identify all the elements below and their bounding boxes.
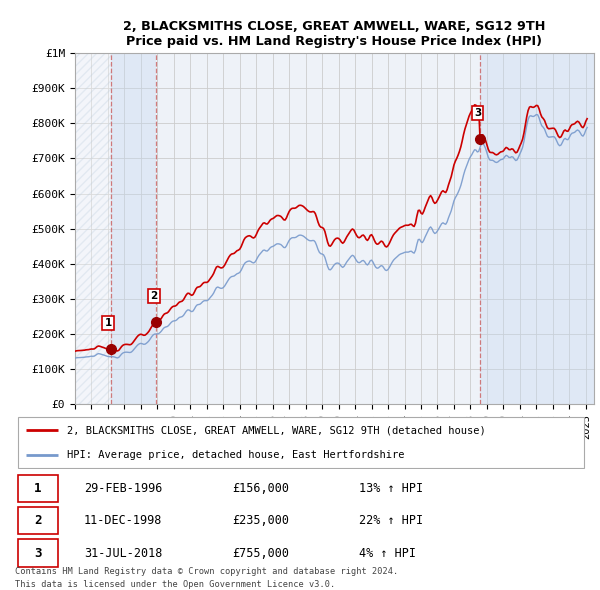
Text: 2: 2	[150, 291, 158, 300]
Text: 29-FEB-1996: 29-FEB-1996	[84, 481, 162, 495]
Text: 4% ↑ HPI: 4% ↑ HPI	[359, 546, 416, 560]
Text: 31-JUL-2018: 31-JUL-2018	[84, 546, 162, 560]
Text: 3: 3	[474, 108, 481, 118]
FancyBboxPatch shape	[18, 417, 584, 468]
Bar	[480, 53, 594, 404]
Text: 1: 1	[34, 481, 41, 495]
Text: 3: 3	[34, 546, 41, 560]
FancyBboxPatch shape	[18, 507, 58, 535]
FancyBboxPatch shape	[18, 474, 58, 502]
Text: 22% ↑ HPI: 22% ↑ HPI	[359, 514, 423, 527]
Text: This data is licensed under the Open Government Licence v3.0.: This data is licensed under the Open Gov…	[15, 579, 335, 589]
Text: 11-DEC-1998: 11-DEC-1998	[84, 514, 162, 527]
Text: 2: 2	[34, 514, 41, 527]
FancyBboxPatch shape	[18, 539, 58, 567]
Text: 2, BLACKSMITHS CLOSE, GREAT AMWELL, WARE, SG12 9TH (detached house): 2, BLACKSMITHS CLOSE, GREAT AMWELL, WARE…	[67, 425, 485, 435]
Text: £156,000: £156,000	[233, 481, 290, 495]
Text: £235,000: £235,000	[233, 514, 290, 527]
Text: £755,000: £755,000	[233, 546, 290, 560]
Text: 13% ↑ HPI: 13% ↑ HPI	[359, 481, 423, 495]
Text: HPI: Average price, detached house, East Hertfordshire: HPI: Average price, detached house, East…	[67, 450, 404, 460]
Title: 2, BLACKSMITHS CLOSE, GREAT AMWELL, WARE, SG12 9TH
Price paid vs. HM Land Regist: 2, BLACKSMITHS CLOSE, GREAT AMWELL, WARE…	[124, 20, 545, 48]
Bar	[110, 53, 157, 404]
Text: Contains HM Land Registry data © Crown copyright and database right 2024.: Contains HM Land Registry data © Crown c…	[15, 566, 398, 576]
Text: 1: 1	[104, 319, 112, 328]
